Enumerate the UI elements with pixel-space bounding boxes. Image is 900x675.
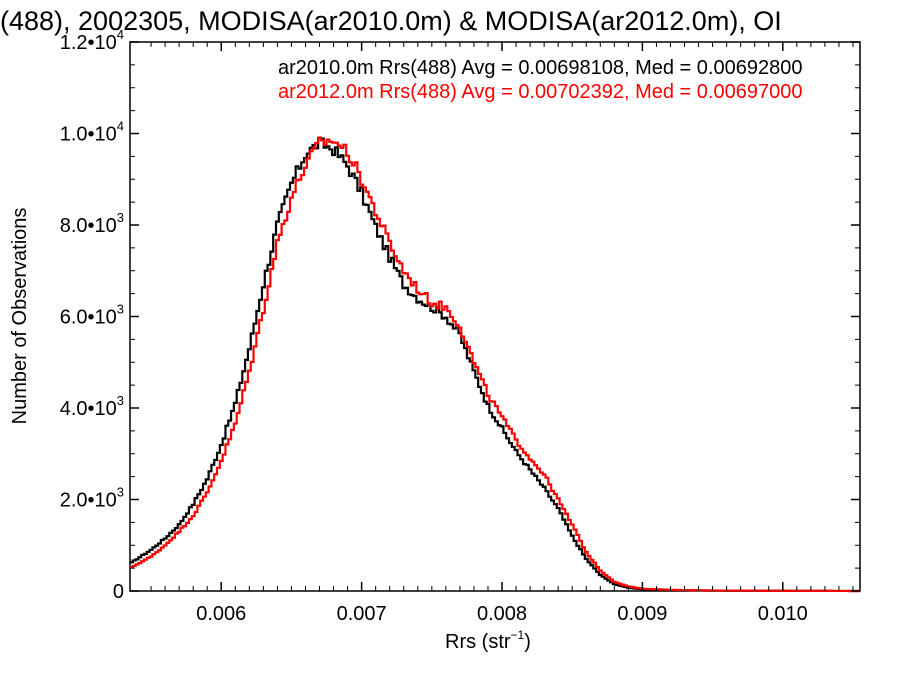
y-axis-label: Number of Observations: [9, 208, 31, 425]
y-tick-label: 1.0•104: [60, 119, 124, 146]
y-tick-label: 6.0•103: [60, 302, 124, 329]
legend-entry-ar2010: ar2010.0m Rrs(488) Avg = 0.00698108, Med…: [278, 57, 802, 79]
y-tick-label: 0: [113, 581, 124, 603]
x-tick-label: 0.008: [477, 603, 527, 625]
legend: ar2010.0m Rrs(488) Avg = 0.00698108, Med…: [278, 57, 802, 103]
chart-title: (488), 2002305, MODISA(ar2010.0m) & MODI…: [0, 6, 782, 36]
x-axis: 0.006 0.007 0.008 0.009 0.010: [150, 42, 854, 625]
y-tick-label: 2.0•103: [60, 485, 124, 512]
legend-entry-ar2012: ar2012.0m Rrs(488) Avg = 0.00702392, Med…: [278, 81, 802, 103]
x-tick-label: 0.009: [617, 603, 667, 625]
x-axis-label: Rrs (str−1): [445, 628, 531, 653]
y-axis: 0 2.0•103 4.0•103 6.0•103 8.0•103 1.0•104 1.2•…: [60, 27, 860, 603]
y-tick-label: 4.0•103: [60, 393, 124, 420]
y-tick-label: 8.0•103: [60, 210, 124, 237]
x-tick-label: 0.006: [196, 603, 246, 625]
y-tick-label: 1.2•104: [60, 27, 124, 54]
series-layer: [130, 136, 860, 593]
x-tick-label: 0.007: [337, 603, 387, 625]
series-line-ar2010: [130, 136, 860, 593]
plot-frame: [129, 41, 861, 592]
x-tick-label: 0.010: [758, 603, 808, 625]
series-line-ar2012: [130, 136, 860, 593]
